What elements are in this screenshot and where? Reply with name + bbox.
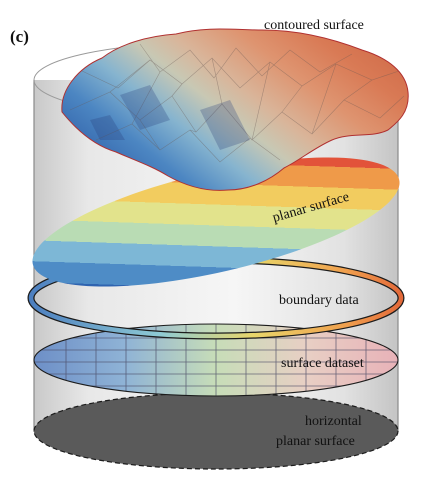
contoured-surface <box>61 28 409 191</box>
contoured-surface-label: contoured surface <box>264 18 364 33</box>
horizontal-label-line1: horizontal <box>305 414 362 429</box>
planar-surface <box>32 157 400 287</box>
boundary-data-label: boundary data <box>279 293 359 308</box>
horizontal-planar-surface <box>33 392 399 470</box>
panel-label: (c) <box>10 27 29 46</box>
surface-dataset <box>33 323 399 397</box>
surface-dataset-label: surface dataset <box>281 356 364 371</box>
horizontal-label-line2: planar surface <box>276 434 355 449</box>
